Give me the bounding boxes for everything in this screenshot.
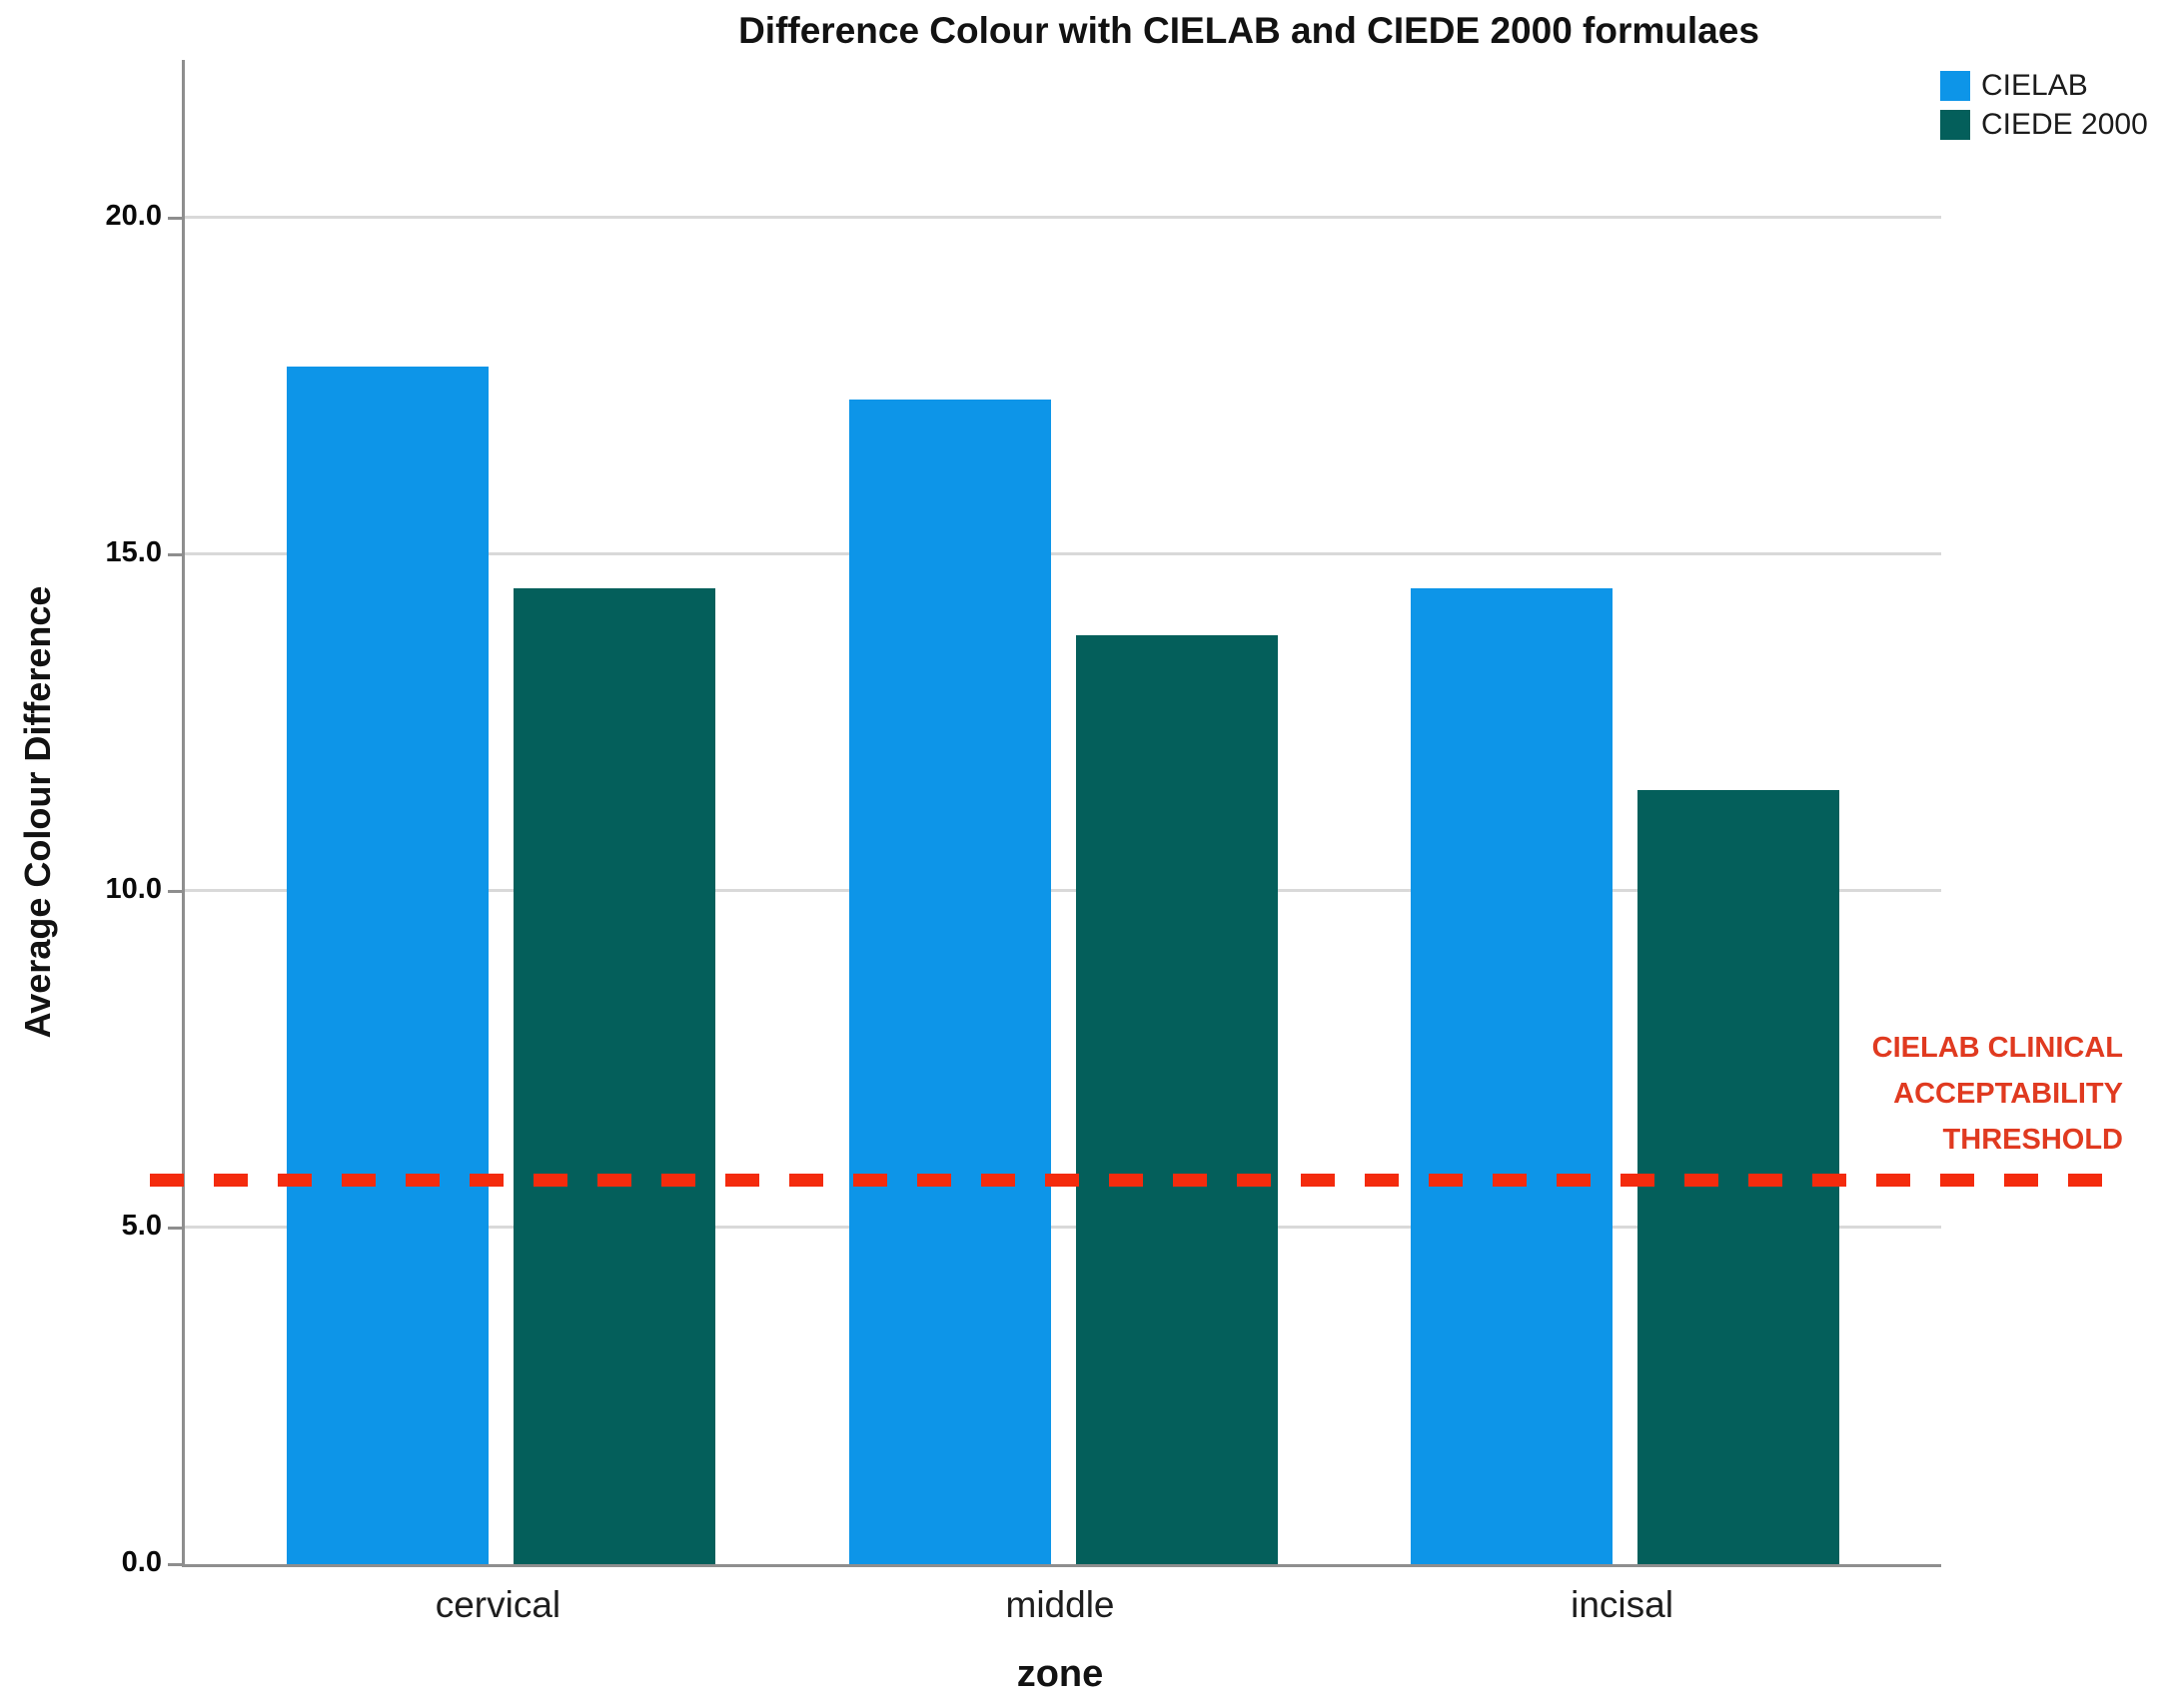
x-axis-title: zone xyxy=(1016,1653,1104,1695)
y-tick-20.0 xyxy=(168,217,182,221)
ciede2000-swatch-icon xyxy=(1940,110,1970,140)
threshold-line xyxy=(150,1173,2130,1187)
threshold-annotation-line-2: ACCEPTABILITY xyxy=(1893,1078,2123,1110)
x-label-incisal: incisal xyxy=(1571,1584,1673,1625)
threshold-annotation: CIELAB CLINICAL ACCEPTABILITY THRESHOLD xyxy=(1703,1025,2123,1163)
x-label-middle: middle xyxy=(1005,1584,1115,1625)
gridline-15.0 xyxy=(185,552,1941,556)
chart-title: Difference Colour with CIELAB and CIEDE … xyxy=(738,10,1759,51)
x-label-cervical: cervical xyxy=(435,1584,561,1625)
legend: CIELAB CIEDE 2000 xyxy=(1940,70,2148,148)
y-axis-title: Average Colour Difference xyxy=(17,585,58,1039)
y-tick-10.0 xyxy=(168,890,182,894)
y-tick-label-0.0: 0.0 xyxy=(121,1546,162,1578)
bar-ciede-2000-cervical xyxy=(513,587,715,1564)
cielab-swatch-icon xyxy=(1940,71,1970,101)
bar-ciede-2000-middle xyxy=(1075,635,1278,1564)
y-tick-0.0 xyxy=(168,1563,182,1566)
bar-cielab-incisal xyxy=(1411,587,1614,1564)
y-tick-15.0 xyxy=(168,553,182,557)
bar-cielab-cervical xyxy=(286,366,489,1564)
legend-label-ciede2000: CIEDE 2000 xyxy=(1981,108,2148,141)
legend-item-cielab: CIELAB xyxy=(1940,70,2148,102)
y-tick-5.0 xyxy=(168,1227,182,1231)
threshold-annotation-line-3: THRESHOLD xyxy=(1942,1124,2123,1156)
y-tick-label-5.0: 5.0 xyxy=(121,1210,162,1243)
gridline-10.0 xyxy=(185,889,1941,893)
legend-label-cielab: CIELAB xyxy=(1981,69,2088,102)
y-tick-label-10.0: 10.0 xyxy=(105,873,162,906)
y-tick-label-20.0: 20.0 xyxy=(105,200,162,233)
bar-cielab-middle xyxy=(848,400,1051,1564)
legend-item-ciede2000: CIEDE 2000 xyxy=(1940,109,2148,141)
threshold-annotation-line-1: CIELAB CLINICAL xyxy=(1871,1032,2123,1064)
gridline-5.0 xyxy=(185,1226,1941,1230)
gridline-20.0 xyxy=(185,216,1941,220)
y-tick-label-15.0: 15.0 xyxy=(105,536,162,569)
plot-area xyxy=(182,60,1941,1567)
